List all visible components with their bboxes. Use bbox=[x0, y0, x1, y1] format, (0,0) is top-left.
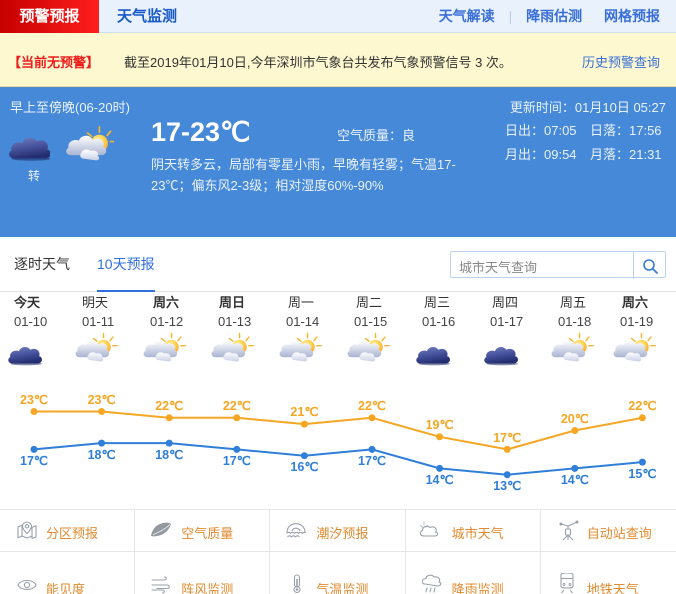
svg-text:18℃: 18℃ bbox=[88, 448, 116, 462]
svg-text:22℃: 22℃ bbox=[155, 399, 183, 413]
svg-text:19℃: 19℃ bbox=[426, 418, 454, 432]
svg-text:14℃: 14℃ bbox=[561, 473, 589, 487]
svg-text:17℃: 17℃ bbox=[358, 454, 386, 468]
svg-text:23℃: 23℃ bbox=[88, 393, 116, 407]
svg-text:17℃: 17℃ bbox=[493, 431, 521, 445]
svg-text:22℃: 22℃ bbox=[223, 399, 251, 413]
svg-text:16℃: 16℃ bbox=[290, 460, 318, 474]
svg-text:20℃: 20℃ bbox=[561, 412, 589, 426]
svg-text:22℃: 22℃ bbox=[628, 399, 656, 413]
svg-text:17℃: 17℃ bbox=[20, 454, 48, 468]
svg-text:23℃: 23℃ bbox=[20, 393, 48, 407]
svg-text:13℃: 13℃ bbox=[493, 479, 521, 493]
svg-text:22℃: 22℃ bbox=[358, 399, 386, 413]
svg-text:21℃: 21℃ bbox=[290, 405, 318, 419]
svg-text:18℃: 18℃ bbox=[155, 448, 183, 462]
svg-text:15℃: 15℃ bbox=[628, 467, 656, 481]
svg-text:17℃: 17℃ bbox=[223, 454, 251, 468]
svg-text:14℃: 14℃ bbox=[426, 473, 454, 487]
